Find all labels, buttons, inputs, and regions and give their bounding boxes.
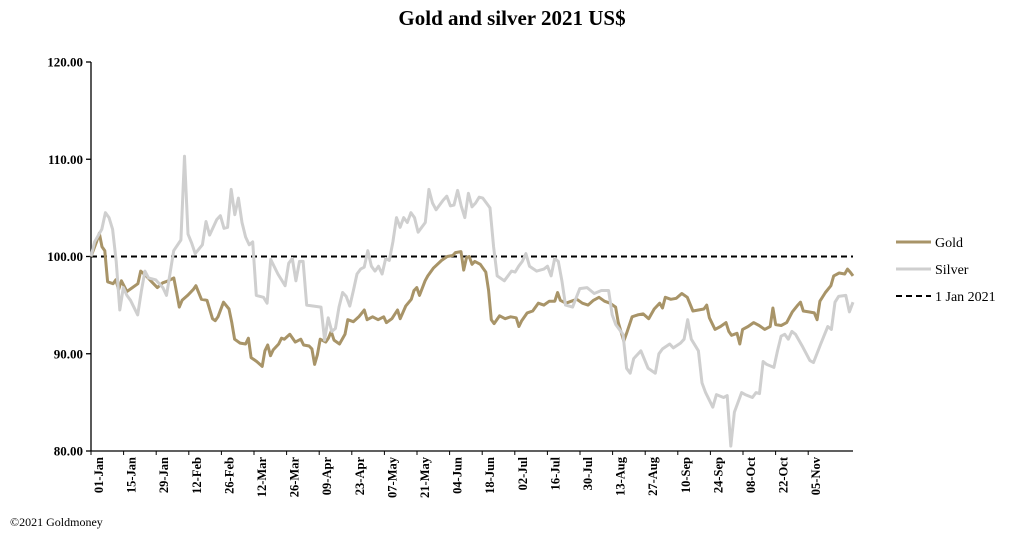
x-tick-label: 02-Jul: [516, 456, 530, 490]
x-tick-label: 26-Feb: [222, 457, 236, 494]
x-tick-label: 15-Jan: [125, 457, 139, 493]
x-tick-label: 05-Nov: [809, 456, 823, 495]
legend: Gold Silver 1 Jan 2021: [896, 236, 996, 305]
x-tick-label: 29-Jan: [157, 457, 171, 493]
x-tick-label: 08-Oct: [744, 456, 758, 493]
x-tick-label: 30-Jul: [581, 456, 595, 490]
chart-title: Gold and silver 2021 US$: [398, 6, 626, 30]
x-tick-label: 18-Jun: [483, 457, 497, 494]
x-tick-label: 12-Feb: [190, 457, 204, 494]
y-tick-label: 90.00: [54, 346, 83, 361]
series-line-0: [89, 231, 855, 368]
x-tick-label: 21-May: [418, 456, 432, 498]
x-tick-label: 04-Jun: [451, 457, 465, 494]
x-tick-label: 13-Aug: [614, 456, 628, 496]
x-tick-label: 24-Sep: [711, 457, 725, 493]
y-tick-label: 80.00: [54, 444, 83, 459]
legend-label: 1 Jan 2021: [935, 290, 996, 305]
y-tick-label: 110.00: [48, 152, 83, 167]
y-tick-label: 100.00: [47, 249, 83, 264]
copyright-text: ©2021 Goldmoney: [10, 515, 103, 529]
x-tick-label: 23-Apr: [353, 457, 367, 496]
x-tick-label: 09-Apr: [320, 457, 334, 496]
x-tick-label: 10-Sep: [679, 457, 693, 493]
legend-label: Gold: [935, 236, 963, 251]
x-tick-label: 22-Oct: [777, 456, 791, 493]
y-tick-label: 120.00: [47, 55, 83, 70]
x-tick-label: 12-Mar: [255, 457, 269, 498]
x-tick-label: 01-Jan: [92, 457, 106, 493]
series-layer: [89, 154, 855, 448]
x-tick-label: 26-Mar: [288, 457, 302, 498]
axes: 80.00 90.00 100.00 110.00 120.00 01-Jan 15-Jan…: [47, 55, 853, 498]
x-tick-label: 07-May: [385, 456, 399, 498]
series-line-1: [89, 154, 855, 448]
x-tick-label: 27-Aug: [646, 456, 660, 496]
x-tick-label: 16-Jul: [548, 456, 562, 490]
legend-label: Silver: [935, 263, 969, 278]
